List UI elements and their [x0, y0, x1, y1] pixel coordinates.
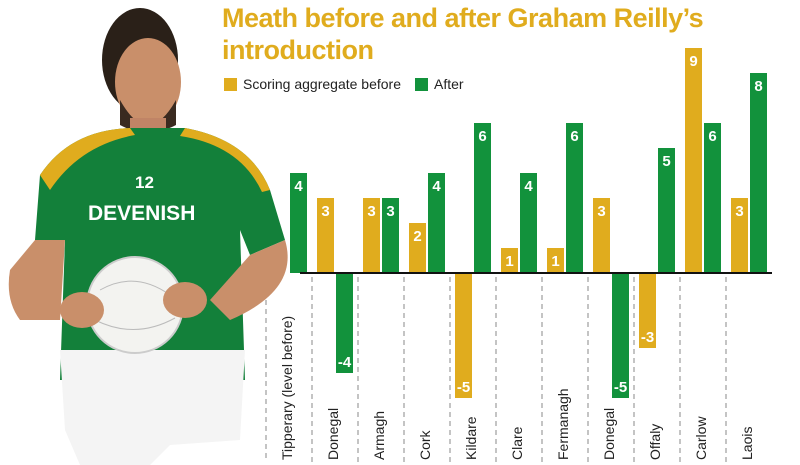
category-label: Armagh: [371, 411, 387, 460]
bar-before: [731, 198, 748, 273]
bar-after: [428, 173, 445, 273]
bar-before: [593, 198, 610, 273]
bar-before: [317, 198, 334, 273]
bar-before: [409, 223, 426, 273]
category-label: Clare: [509, 426, 525, 460]
category-label: Offaly: [647, 424, 663, 460]
data-label: 2: [413, 228, 421, 245]
bar-before: [685, 48, 702, 273]
category-label: Fermanagh: [555, 388, 571, 460]
bar-before: [547, 248, 564, 273]
jersey-number: 12: [135, 173, 154, 192]
data-label: 9: [689, 53, 697, 70]
category-label: Donegal: [601, 408, 617, 460]
bar-after: [336, 273, 353, 373]
category-label: Cork: [417, 429, 433, 460]
data-label: 3: [597, 203, 605, 220]
bar-before: [501, 248, 518, 273]
data-label: 3: [321, 203, 329, 220]
bar-after: [382, 198, 399, 273]
data-label: 4: [294, 178, 303, 195]
bar-after: [290, 173, 307, 273]
bar-after: [750, 73, 767, 273]
data-label: -5: [457, 379, 470, 396]
legend-label-before: Scoring aggregate before: [243, 76, 401, 92]
data-label: 6: [708, 128, 716, 145]
legend: Scoring aggregate before After: [224, 76, 478, 92]
bar-before: [455, 273, 472, 398]
bar-before: [363, 198, 380, 273]
data-label: -5: [614, 379, 627, 396]
category-label: Tipperary (level before): [279, 316, 295, 460]
player-photo: DEVENISH 12: [8, 8, 288, 465]
legend-item-before: Scoring aggregate before: [224, 76, 401, 92]
data-label: -4: [338, 354, 352, 371]
data-label: 8: [754, 78, 762, 95]
data-label: 4: [524, 178, 533, 195]
bar-after: [566, 123, 583, 273]
bar-after: [612, 273, 629, 398]
category-label: Kildare: [463, 416, 479, 460]
legend-swatch-after: [415, 77, 428, 91]
legend-swatch-before: [224, 77, 237, 91]
category-label: Carlow: [693, 416, 709, 460]
bar-before: [639, 273, 656, 348]
data-label: 3: [367, 203, 375, 220]
chart-title: Meath before and after Graham Reilly’s i…: [222, 3, 704, 65]
data-label: 3: [735, 203, 743, 220]
sponsor-logo: DEVENISH: [88, 202, 195, 225]
legend-label-after: After: [434, 76, 464, 92]
bar-after: [658, 148, 675, 273]
category-label: Laois: [739, 427, 755, 460]
data-label: -3: [641, 329, 654, 346]
data-label: 6: [478, 128, 486, 145]
data-label: 5: [662, 153, 670, 170]
data-label: 1: [505, 253, 513, 270]
bar-after: [704, 123, 721, 273]
bar-after: [520, 173, 537, 273]
data-label: 3: [386, 203, 394, 220]
legend-item-after: After: [415, 76, 464, 92]
bar-after: [474, 123, 491, 273]
category-label: Donegal: [325, 408, 341, 460]
data-label: 1: [551, 253, 559, 270]
data-label: 6: [570, 128, 578, 145]
data-label: 4: [432, 178, 441, 195]
